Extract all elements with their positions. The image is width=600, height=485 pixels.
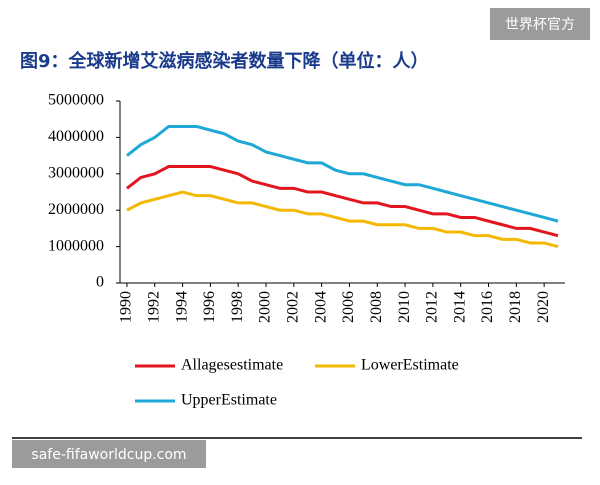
x-tick-label: 2014 [451,291,468,323]
footer-watermark: safe-fifaworldcup.com [31,447,186,463]
legend-label: LowerEstimate [361,357,459,374]
x-tick-label: 2004 [312,291,329,323]
x-tick-label: 1990 [118,291,135,323]
x-tick-label: 2018 [507,291,524,323]
legend-label: UpperEstimate [181,392,277,409]
x-tick-label: 2006 [340,291,357,323]
x-tick-label: 2012 [424,291,441,323]
chart-title: 图9：全球新增艾滋病感染者数量下降（单位：人） [20,50,429,72]
x-tick-label: 1998 [229,291,246,323]
y-tick-label: 2000000 [48,201,104,218]
series-line [126,165,559,238]
x-tick-label: 2008 [368,291,385,323]
x-tick-label: 1994 [173,291,190,323]
x-tick-label: 2020 [535,291,552,323]
x-tick-label: 1992 [145,291,162,323]
watermark: 世界杯官方 [505,17,575,33]
legend-label: Allagesestimate [181,357,283,374]
y-tick-label: 0 [96,274,104,291]
x-tick-label: 2016 [479,291,496,323]
y-tick-label: 4000000 [48,128,104,145]
y-tick-label: 1000000 [48,237,104,254]
y-tick-label: 5000000 [48,92,104,109]
x-tick-label: 2002 [285,291,302,323]
watermark-box [490,8,590,40]
y-tick-label: 3000000 [48,164,104,181]
footer-box [12,440,206,468]
x-tick-label: 2000 [257,291,274,323]
x-tick-label: 1996 [201,291,218,323]
series-line [126,190,559,249]
x-tick-label: 2010 [396,291,413,323]
series-line [126,124,559,223]
